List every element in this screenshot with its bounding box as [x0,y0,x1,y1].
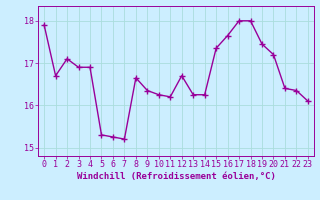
X-axis label: Windchill (Refroidissement éolien,°C): Windchill (Refroidissement éolien,°C) [76,172,276,181]
